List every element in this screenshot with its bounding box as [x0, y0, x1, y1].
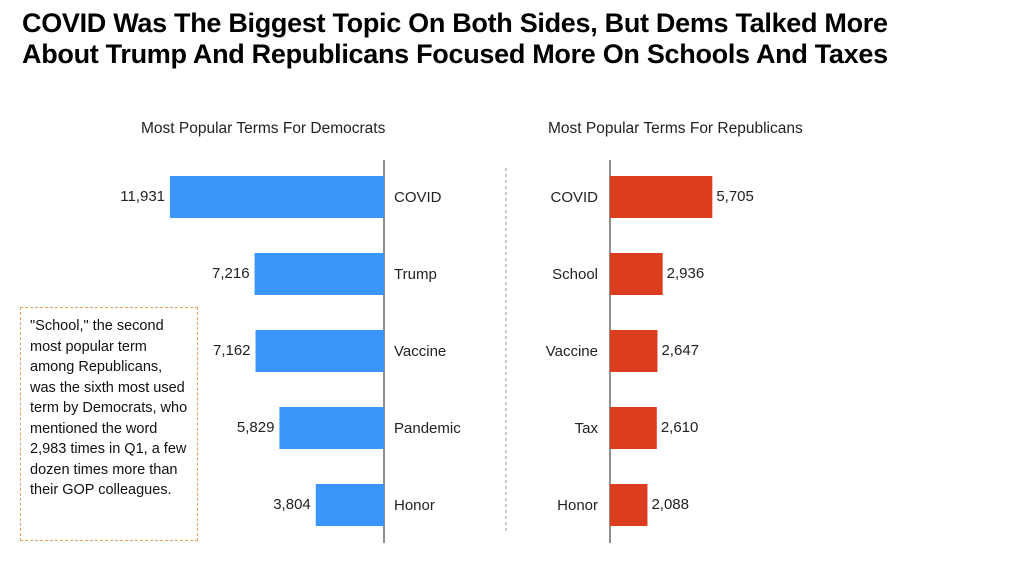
democrats-panel-title: Most Popular Terms For Democrats — [141, 120, 386, 137]
democrats-value-label-trump: 7,216 — [212, 265, 250, 282]
republicans-category-label-honor: Honor — [557, 497, 598, 514]
republicans-bar-tax — [610, 407, 657, 449]
annotation-note: "School," the second most popular term a… — [20, 307, 198, 541]
republicans-bar-vaccine — [610, 330, 658, 372]
republicans-bar-honor — [610, 484, 648, 526]
chart-title-line-1: COVID Was The Biggest Topic On Both Side… — [22, 8, 888, 38]
democrats-category-label-pandemic: Pandemic — [394, 420, 461, 437]
democrats-category-label-vaccine: Vaccine — [394, 343, 446, 360]
republicans-panel-title: Most Popular Terms For Republicans — [548, 120, 803, 137]
democrats-value-label-vaccine: 7,162 — [213, 342, 251, 359]
republicans-category-label-covid: COVID — [550, 189, 598, 206]
chart-title: COVID Was The Biggest Topic On Both Side… — [22, 8, 1012, 70]
democrats-bar-pandemic — [279, 407, 384, 449]
democrats-bar-vaccine — [255, 330, 384, 372]
republicans-value-label-honor: 2,088 — [651, 496, 689, 513]
democrats-category-label-covid: COVID — [394, 189, 442, 206]
democrats-category-label-trump: Trump — [394, 266, 437, 283]
chart-title-line-2: About Trump And Republicans Focused More… — [22, 39, 888, 69]
republicans-bar-school — [610, 253, 663, 295]
democrats-bar-honor — [315, 484, 384, 526]
republicans-value-label-covid: 5,705 — [716, 188, 754, 205]
republicans-category-label-tax: Tax — [575, 420, 599, 437]
democrats-value-label-pandemic: 5,829 — [237, 419, 275, 436]
democrats-value-label-honor: 3,804 — [273, 496, 311, 513]
democrats-category-label-honor: Honor — [394, 497, 435, 514]
republicans-value-label-vaccine: 2,647 — [661, 342, 699, 359]
democrats-bar-trump — [254, 253, 384, 295]
republicans-category-label-vaccine: Vaccine — [546, 343, 598, 360]
republicans-value-label-school: 2,936 — [667, 265, 705, 282]
democrats-value-label-covid: 11,931 — [120, 188, 165, 205]
republicans-bar-covid — [610, 176, 713, 218]
republicans-value-label-tax: 2,610 — [661, 419, 699, 436]
democrats-bar-covid — [170, 176, 384, 218]
republicans-category-label-school: School — [552, 266, 598, 283]
